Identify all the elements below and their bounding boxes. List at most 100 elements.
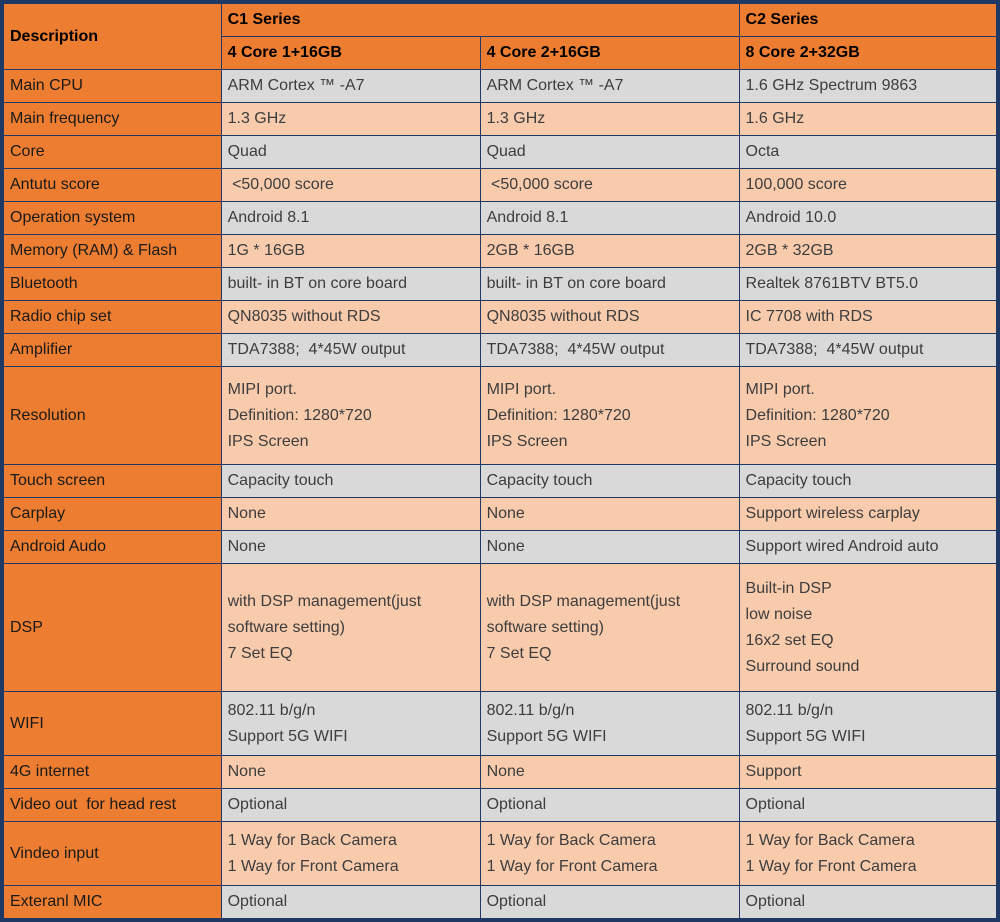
- cell: TDA7388; 4*45W output: [220, 333, 481, 367]
- row-label: Vindeo input: [1, 821, 222, 886]
- cell: TDA7388; 4*45W output: [738, 333, 999, 367]
- cell: 1.3 GHz: [220, 102, 481, 136]
- cell: MIPI port. Definition: 1280*720 IPS Scre…: [738, 366, 999, 465]
- row-label: Main frequency: [1, 102, 222, 136]
- sub-header-row: 4 Core 1+16GB 4 Core 2+16GB 8 Core 2+32G…: [2, 36, 999, 70]
- cell: <50,000 score: [220, 168, 481, 202]
- cell: 100,000 score: [738, 168, 999, 202]
- table-row: Amplifier TDA7388; 4*45W output TDA7388;…: [1, 333, 999, 367]
- table-body: Main CPU ARM Cortex ™ -A7 ARM Cortex ™ -…: [1, 69, 999, 921]
- cell: with DSP management(just software settin…: [220, 563, 481, 692]
- table-row: Radio chip set QN8035 without RDS QN8035…: [1, 300, 999, 334]
- cell: Optional: [479, 788, 740, 822]
- row-label: Exteranl MIC: [1, 885, 222, 921]
- table-row: Memory (RAM) & Flash 1G * 16GB 2GB * 16G…: [1, 234, 999, 268]
- cell: Capacity touch: [738, 464, 999, 498]
- row-label: DSP: [1, 563, 222, 692]
- cell: Android 8.1: [479, 201, 740, 235]
- row-label: Touch screen: [1, 464, 222, 498]
- table-row: Operation system Android 8.1 Android 8.1…: [1, 201, 999, 235]
- cell: QN8035 without RDS: [220, 300, 481, 334]
- cell: Support wired Android auto: [738, 530, 999, 564]
- table-row: Vindeo input 1 Way for Back Camera 1 Way…: [1, 821, 999, 886]
- row-label: Amplifier: [1, 333, 222, 367]
- row-label: Core: [1, 135, 222, 169]
- cell: Realtek 8761BTV BT5.0: [738, 267, 999, 301]
- row-label: Main CPU: [1, 69, 222, 103]
- table-row: Exteranl MIC Optional Optional Optional: [1, 885, 999, 921]
- cell: None: [479, 497, 740, 531]
- row-label: 4G internet: [1, 755, 222, 789]
- table-row: 4G internet None None Support: [1, 755, 999, 789]
- cell: Quad: [479, 135, 740, 169]
- row-label: Bluetooth: [1, 267, 222, 301]
- cell: Optional: [220, 885, 481, 921]
- row-label: Antutu score: [1, 168, 222, 202]
- row-label: Carplay: [1, 497, 222, 531]
- cell: built- in BT on core board: [220, 267, 481, 301]
- cell: built- in BT on core board: [479, 267, 740, 301]
- group-header-row: Description C1 Series C2 Series: [1, 1, 999, 70]
- table-row: Main CPU ARM Cortex ™ -A7 ARM Cortex ™ -…: [1, 69, 999, 103]
- cell: Optional: [479, 885, 740, 921]
- cell: <50,000 score: [479, 168, 740, 202]
- cell: Capacity touch: [479, 464, 740, 498]
- cell: IC 7708 with RDS: [738, 300, 999, 334]
- cell: TDA7388; 4*45W output: [479, 333, 740, 367]
- cell: ARM Cortex ™ -A7: [479, 69, 740, 103]
- c1-series-header: C1 Series: [220, 1, 740, 37]
- row-label: WIFI: [1, 691, 222, 756]
- table-row: Resolution MIPI port. Definition: 1280*7…: [1, 366, 999, 465]
- table-row: Touch screen Capacity touch Capacity tou…: [1, 464, 999, 498]
- cell: 1.6 GHz: [738, 102, 999, 136]
- cell: Optional: [220, 788, 481, 822]
- cell: Built-in DSP low noise 16x2 set EQ Surro…: [738, 563, 999, 692]
- column-header-c1-model2: 4 Core 2+16GB: [479, 36, 740, 70]
- table-row: WIFI 802.11 b/g/n Support 5G WIFI 802.11…: [1, 691, 999, 756]
- row-label: Resolution: [1, 366, 222, 465]
- cell: Support wireless carplay: [738, 497, 999, 531]
- cell: ARM Cortex ™ -A7: [220, 69, 481, 103]
- table-row: Carplay None None Support wireless carpl…: [1, 497, 999, 531]
- cell: Support: [738, 755, 999, 789]
- cell: 1 Way for Back Camera 1 Way for Front Ca…: [220, 821, 481, 886]
- cell: None: [220, 755, 481, 789]
- cell: Android 8.1: [220, 201, 481, 235]
- row-label: Memory (RAM) & Flash: [1, 234, 222, 268]
- column-header-c1-model1: 4 Core 1+16GB: [220, 36, 481, 70]
- cell: None: [220, 530, 481, 564]
- cell: MIPI port. Definition: 1280*720 IPS Scre…: [479, 366, 740, 465]
- row-label: Radio chip set: [1, 300, 222, 334]
- cell: Optional: [738, 885, 999, 921]
- table-row: Main frequency 1.3 GHz 1.3 GHz 1.6 GHz: [1, 102, 999, 136]
- cell: Capacity touch: [220, 464, 481, 498]
- cell: 2GB * 32GB: [738, 234, 999, 268]
- cell: QN8035 without RDS: [479, 300, 740, 334]
- cell: Octa: [738, 135, 999, 169]
- cell: 1G * 16GB: [220, 234, 481, 268]
- row-label: Android Audo: [1, 530, 222, 564]
- cell: None: [220, 497, 481, 531]
- cell: 802.11 b/g/n Support 5G WIFI: [220, 691, 481, 756]
- table-row: Video out for head rest Optional Optiona…: [1, 788, 999, 822]
- table-row: Core Quad Quad Octa: [1, 135, 999, 169]
- cell: 2GB * 16GB: [479, 234, 740, 268]
- cell: MIPI port. Definition: 1280*720 IPS Scre…: [220, 366, 481, 465]
- cell: Optional: [738, 788, 999, 822]
- cell: 1.3 GHz: [479, 102, 740, 136]
- table-row: Antutu score <50,000 score <50,000 score…: [1, 168, 999, 202]
- c2-series-header: C2 Series: [738, 1, 999, 37]
- cell: with DSP management(just software settin…: [479, 563, 740, 692]
- cell: 1 Way for Back Camera 1 Way for Front Ca…: [738, 821, 999, 886]
- cell: Quad: [220, 135, 481, 169]
- row-label: Operation system: [1, 201, 222, 235]
- cell: Android 10.0: [738, 201, 999, 235]
- cell: 802.11 b/g/n Support 5G WIFI: [479, 691, 740, 756]
- cell: 1 Way for Back Camera 1 Way for Front Ca…: [479, 821, 740, 886]
- cell: 1.6 GHz Spectrum 9863: [738, 69, 999, 103]
- table-header: Description C1 Series C2 Series 4 Core 1…: [1, 1, 999, 70]
- table-row: Bluetooth built- in BT on core board bui…: [1, 267, 999, 301]
- cell: None: [479, 530, 740, 564]
